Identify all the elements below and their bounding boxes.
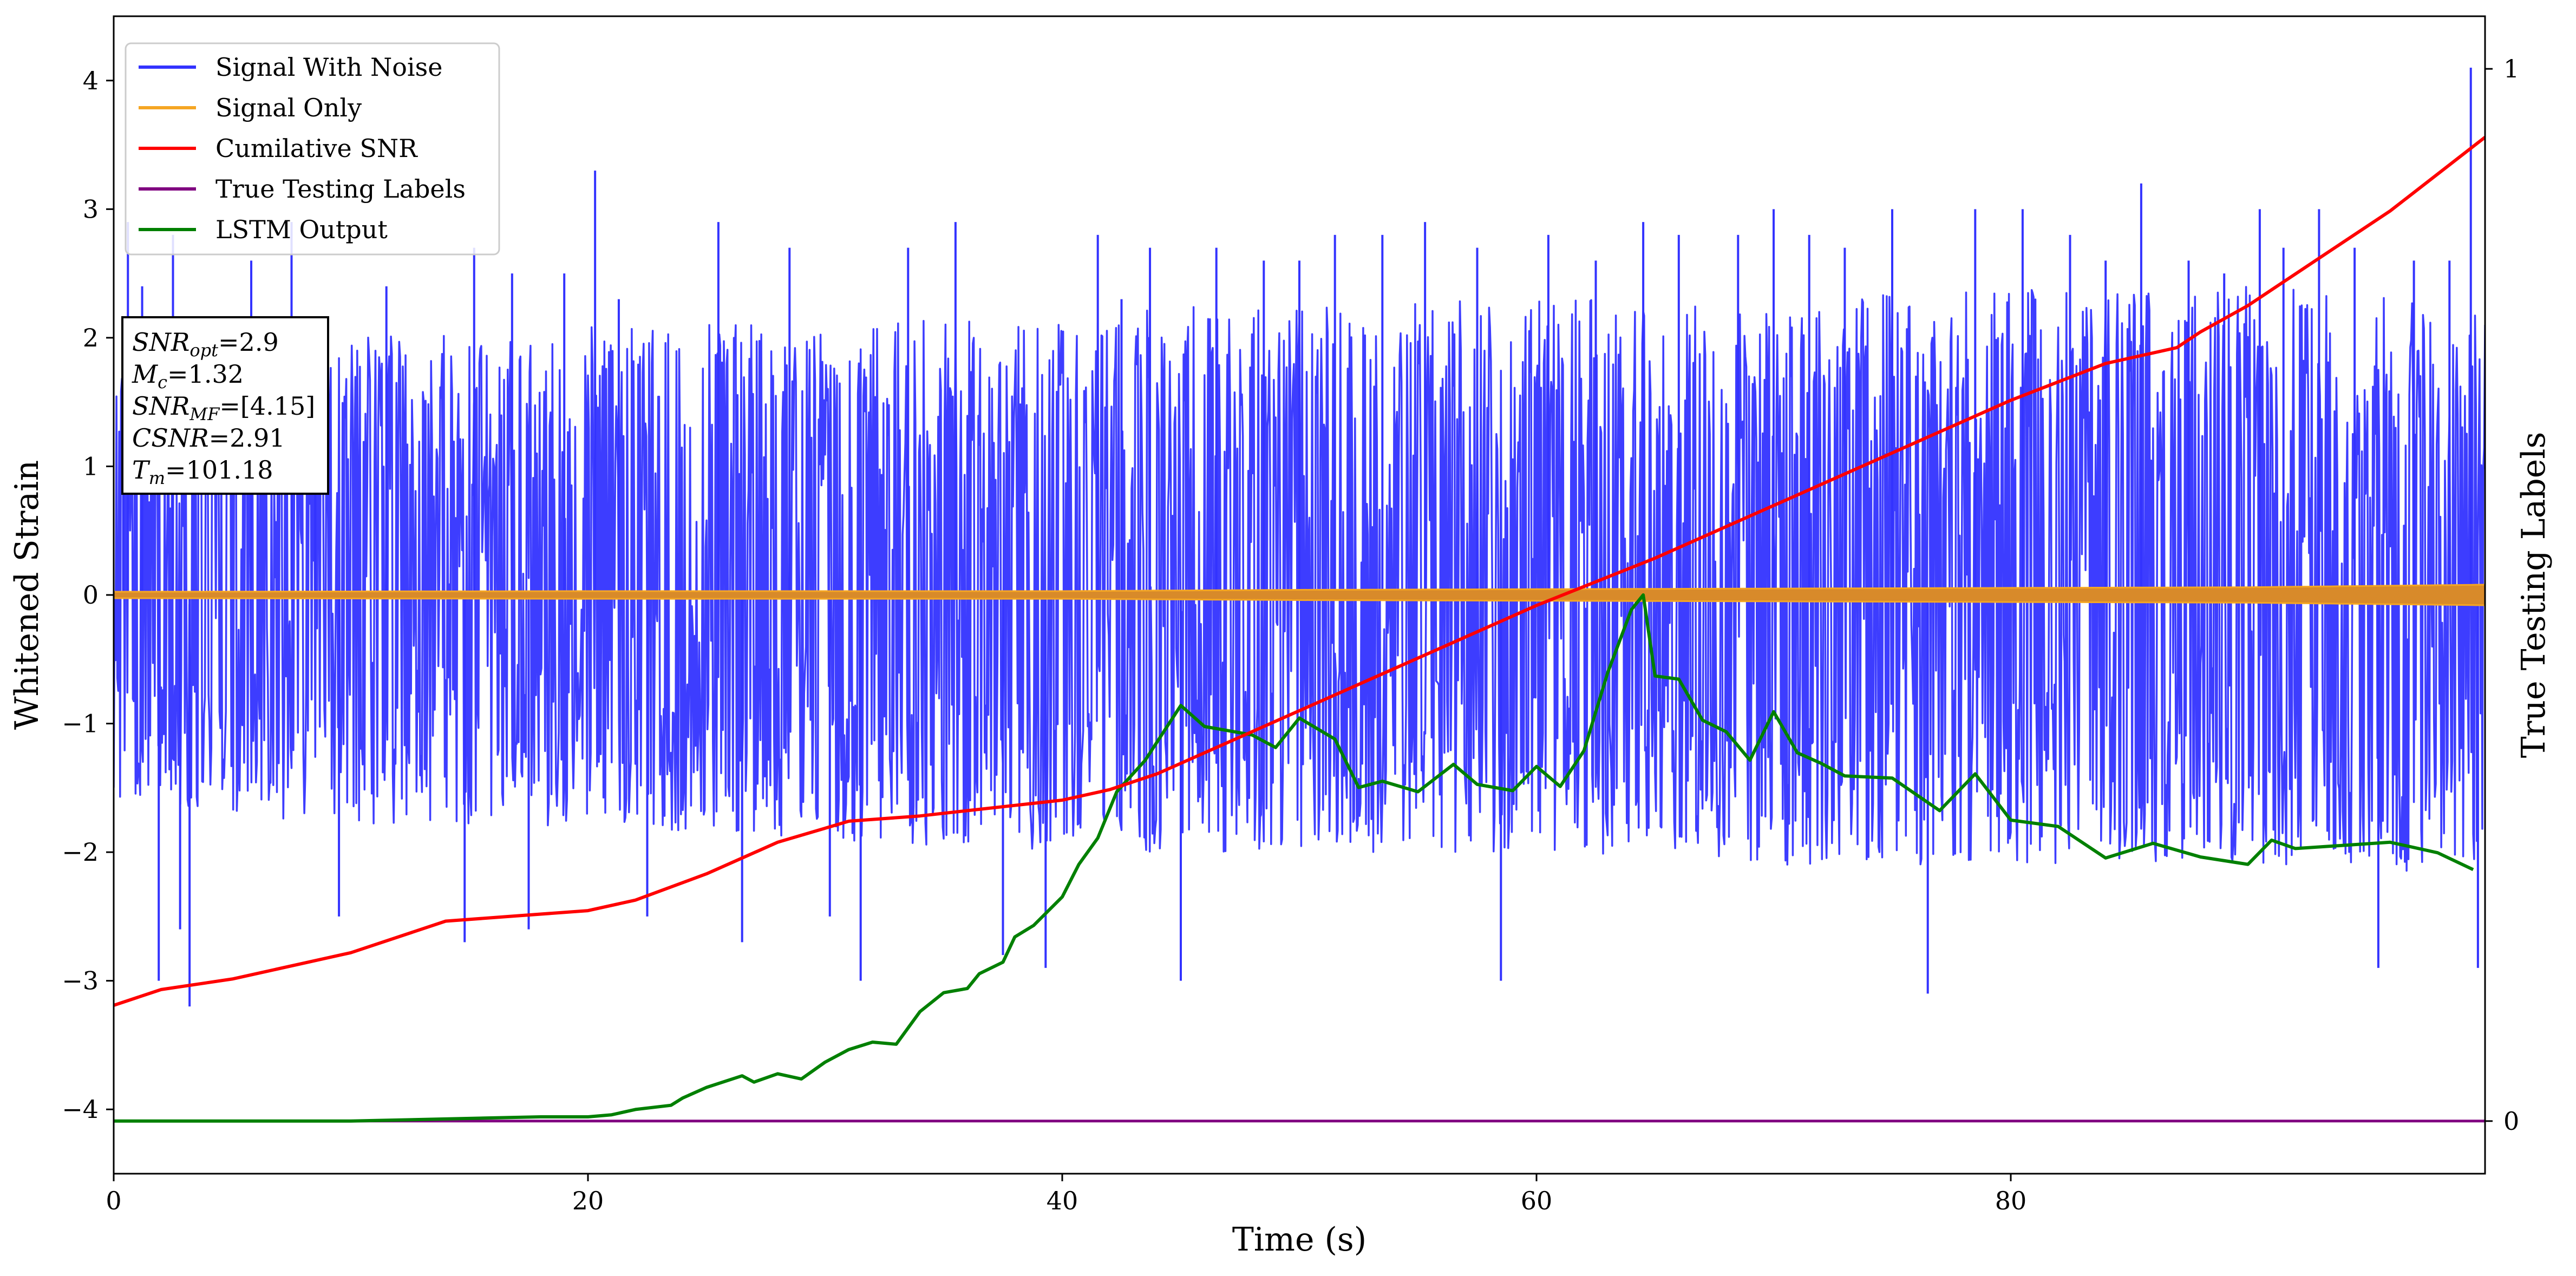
info-snr-opt: SNRopt=2.9 [132,328,279,361]
y2-tick-label-0: 1 [2503,54,2519,83]
y-tick-label-2: 2 [83,323,99,352]
legend: Signal With Noise Signal Only Cumilative S… [125,42,500,256]
info-mc: Mc=1.32 [132,359,244,392]
y2-tick-label-1: 0 [2503,1107,2519,1136]
info-csnr: CSNR=2.91 [132,423,285,453]
info-snr-mf: SNRMF=[4.15] [132,391,315,424]
x-axis-title: Time (s) [1232,1221,1367,1259]
x-tick-label-0: 0 [106,1186,121,1215]
signal-only-band [114,584,2485,606]
info-box: SNRopt=2.9 Mc=1.32 SNRMF=[4.15] CSNR=2.9… [121,316,329,495]
info-tm: Tm=101.18 [132,455,273,488]
legend-label-signal-only: Signal Only [215,93,362,122]
y-tick-label-8: −4 [62,1095,99,1124]
y-tick-label-1: 3 [83,194,99,224]
x-tick-label-3: 60 [1521,1186,1553,1215]
x-tick-label-1: 20 [572,1186,604,1215]
y2-axis-title: True Testing Labels [2515,432,2553,758]
y-tick-label-5: −1 [62,709,99,738]
y-tick-label-6: −2 [62,837,99,867]
lstm-output-line [114,593,2474,1123]
legend-label-lstm-output: LSTM Output [215,215,388,244]
legend-label-true-testing-labels: True Testing Labels [215,174,466,204]
legend-label-signal-with-noise: Signal With Noise [215,53,442,82]
legend-label-cumilative-snr: Cumilative SNR [215,134,418,163]
axes: 0 20 40 60 80 4 3 2 1 0 −1 −2 −3 −4 1 0 [62,54,2519,1215]
y-axis-title: Whitened Strain [8,460,46,730]
info-box-frame [121,316,329,495]
legend-frame [125,42,500,256]
y-tick-label-0: 4 [83,66,99,95]
x-tick-label-2: 40 [1047,1186,1078,1215]
y-tick-label-7: −3 [62,966,99,996]
cumilative-snr-line [114,136,2485,1007]
x-tick-label-4: 80 [1995,1186,2027,1215]
y-tick-label-4: 0 [83,580,99,610]
y-tick-label-3: 1 [83,451,99,481]
